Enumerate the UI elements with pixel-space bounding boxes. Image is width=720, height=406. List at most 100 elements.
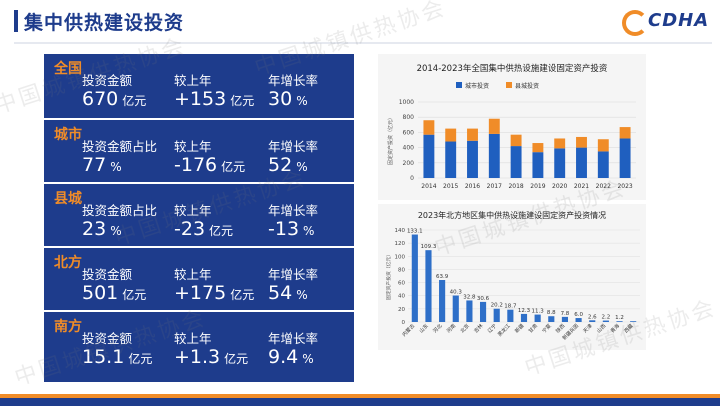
bar-county xyxy=(445,128,457,142)
row-separator xyxy=(44,182,354,184)
metric-unit: 亿元 xyxy=(230,288,255,302)
y-tick-label: 200 xyxy=(403,160,415,167)
metric-value: 15.1 亿元 xyxy=(82,346,152,368)
metric-value: 9.4% xyxy=(268,346,314,368)
metric-value: 670 亿元 xyxy=(82,88,146,110)
y-tick-label: 1000 xyxy=(399,99,414,106)
bar xyxy=(507,309,514,322)
metric-value: 52% xyxy=(268,154,308,176)
x-tick-label: 2019 xyxy=(530,183,545,190)
title-bar: 集中供热建设投资 CDHA xyxy=(0,0,720,46)
x-tick-label: 山东 xyxy=(418,322,430,334)
metric-unit: % xyxy=(302,352,314,366)
metric-number: +153 xyxy=(174,88,227,110)
logo-swoosh-icon xyxy=(622,10,648,36)
bar-city xyxy=(488,133,500,178)
bar-city xyxy=(445,141,457,178)
metric-label: 年增长率 xyxy=(268,73,319,88)
metric-number: 501 xyxy=(82,282,119,304)
metric-number: 30 xyxy=(268,88,293,110)
metric-value: +1.3 亿元 xyxy=(174,346,248,368)
bar xyxy=(589,320,596,322)
x-tick-label: 2021 xyxy=(574,183,589,190)
data-label: 6.0 xyxy=(574,312,583,318)
metric-unit: % xyxy=(110,224,122,238)
x-tick-label: 吉林 xyxy=(472,322,484,334)
metric-label: 投资金额 xyxy=(82,73,133,88)
metric-label: 投资金额占比 xyxy=(82,203,158,218)
y-tick-label: 600 xyxy=(403,129,415,136)
chart-title: 2014-2023年全国集中供热设施建设固定资产投资 xyxy=(417,63,608,74)
metric-number: 23 xyxy=(82,218,107,240)
metric-unit: 亿元 xyxy=(128,352,153,366)
bar-county xyxy=(554,138,566,149)
metric-label: 年增长率 xyxy=(268,267,319,282)
bar xyxy=(411,234,418,322)
data-label: 1.2 xyxy=(615,315,624,321)
metric-value: 501 亿元 xyxy=(82,282,146,304)
legend-swatch xyxy=(456,82,462,88)
metric-value: +175 亿元 xyxy=(174,282,254,304)
bar xyxy=(630,321,637,322)
x-tick-label: 新疆 xyxy=(513,322,525,334)
bar-county xyxy=(597,139,609,152)
x-tick-label: 天津 xyxy=(582,322,594,334)
page-title: 集中供热建设投资 xyxy=(24,12,185,34)
region-label: 北方 xyxy=(54,255,82,271)
metric-unit: % xyxy=(303,224,315,238)
region-label: 全国 xyxy=(54,61,82,77)
data-label: 12.3 xyxy=(518,308,531,314)
bar-city xyxy=(576,147,587,178)
y-tick-label: 120 xyxy=(395,241,406,247)
metric-value: -13% xyxy=(268,218,314,240)
metric-number: -23 xyxy=(174,218,206,240)
x-tick-label: 2020 xyxy=(552,183,567,190)
bar xyxy=(602,320,609,322)
region-label: 城市 xyxy=(54,127,82,143)
row-separator xyxy=(44,246,354,248)
y-axis-label: 固定资产投资（亿元） xyxy=(387,115,394,165)
data-label: 32.8 xyxy=(463,294,476,300)
bar-county xyxy=(532,143,544,153)
bar-city xyxy=(510,146,522,178)
legend-swatch xyxy=(506,82,512,88)
metric-unit: 亿元 xyxy=(230,94,255,108)
bar xyxy=(548,316,555,322)
y-tick-label: 60 xyxy=(398,281,405,287)
bar-city xyxy=(554,148,566,178)
y-tick-label: 0 xyxy=(410,175,414,182)
bar-county xyxy=(423,120,435,135)
metric-value: 77% xyxy=(82,154,122,176)
bar xyxy=(425,250,432,322)
bar xyxy=(616,321,623,322)
metric-label: 投资金额 xyxy=(82,331,133,346)
metric-unit: % xyxy=(296,160,308,174)
metric-label: 较上年 xyxy=(174,267,212,282)
legend-label: 县城投资 xyxy=(515,82,539,90)
stat-row: 全国 投资金额 670 亿元 较上年 +153 亿元 年增长率 30% xyxy=(44,54,354,118)
data-label: 7.8 xyxy=(561,311,570,317)
metric-number: 15.1 xyxy=(82,346,125,368)
metric-value: -176 亿元 xyxy=(174,154,245,176)
metric-label: 较上年 xyxy=(174,139,212,154)
data-label: 109.3 xyxy=(421,244,437,250)
data-label: 40.3 xyxy=(450,290,463,296)
metric-number: 54 xyxy=(268,282,293,304)
metric-label: 较上年 xyxy=(174,73,212,88)
logo: CDHA xyxy=(648,10,710,31)
x-tick-label: 2022 xyxy=(596,183,611,190)
metric-number: 77 xyxy=(82,154,107,176)
metric-unit: 亿元 xyxy=(224,352,249,366)
data-label: 133.1 xyxy=(407,229,423,235)
bar-city xyxy=(597,151,609,178)
legend-label: 城市投资 xyxy=(465,82,489,90)
bar xyxy=(479,301,487,322)
bar xyxy=(493,308,500,322)
metric-unit: % xyxy=(296,94,308,108)
bar xyxy=(439,280,446,322)
bar-county xyxy=(488,118,500,134)
x-tick-label: 2014 xyxy=(421,183,436,190)
metric-number: +1.3 xyxy=(174,346,221,368)
metric-unit: % xyxy=(296,288,308,302)
